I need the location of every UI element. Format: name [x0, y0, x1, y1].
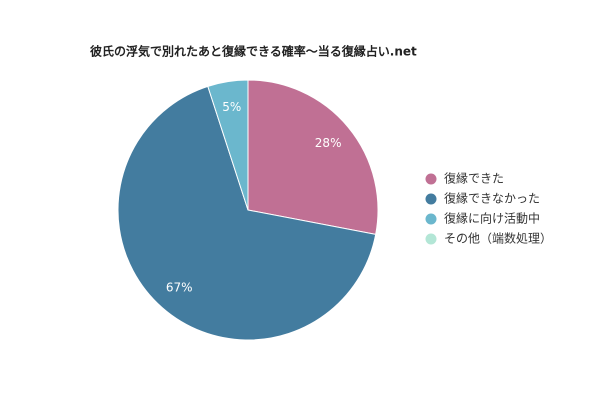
legend-label: 復縁に向け活動中 — [444, 211, 540, 226]
data-label: 28% — [315, 136, 342, 150]
legend-marker — [425, 233, 437, 245]
legend-marker — [425, 213, 437, 225]
pie-slice — [117, 85, 377, 341]
legend-label: 復縁できなかった — [444, 191, 540, 206]
legend-marker — [425, 193, 437, 205]
chart-title: 彼氏の浮気で別れたあと復縁できる確率〜当る復縁占い.net — [90, 44, 417, 59]
legend-marker — [425, 173, 437, 185]
pie-slice — [247, 79, 379, 235]
data-label: 67% — [166, 281, 193, 295]
data-label: 5% — [222, 100, 241, 114]
legend-label: 復縁できた — [444, 171, 504, 186]
legend-label: その他（端数処理） — [444, 231, 552, 246]
